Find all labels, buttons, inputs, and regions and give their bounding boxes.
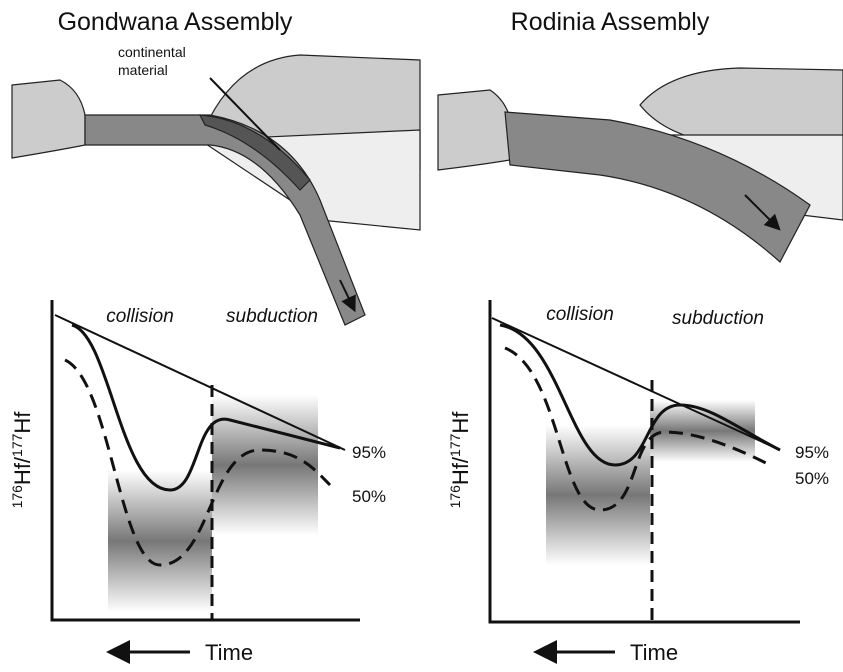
y-label: 176Hf/177Hf (447, 411, 473, 509)
shade (108, 470, 212, 612)
curve-50 (504, 346, 771, 512)
x-label: Time (630, 640, 678, 665)
shade (212, 395, 318, 535)
arrow (339, 279, 356, 313)
curve-95 (71, 323, 341, 492)
annotation: continental material (118, 44, 186, 78)
phase: collision (546, 304, 614, 325)
cross-section (11, 54, 421, 326)
phase: subduction (672, 308, 764, 329)
axes (50, 300, 360, 622)
line (54, 314, 346, 451)
arrow (744, 194, 781, 231)
y-label: 176Hf/177Hf (9, 411, 35, 509)
leader (209, 77, 281, 151)
curve-95 (499, 323, 781, 467)
line (491, 317, 781, 451)
phase: subduction (226, 306, 318, 327)
panel-title: Gondwana Assembly (58, 8, 293, 36)
curve-label: 95% (795, 443, 829, 462)
curve-label: 50% (352, 487, 386, 506)
phase: collision (106, 306, 174, 327)
axes (488, 300, 800, 624)
shade (546, 425, 650, 565)
x-label: Time (205, 640, 253, 665)
cross-section (437, 67, 843, 263)
curve-50 (64, 358, 332, 567)
curve-label: 50% (795, 469, 829, 488)
curve-label: 95% (352, 443, 386, 462)
panel-title: Rodinia Assembly (511, 8, 710, 36)
